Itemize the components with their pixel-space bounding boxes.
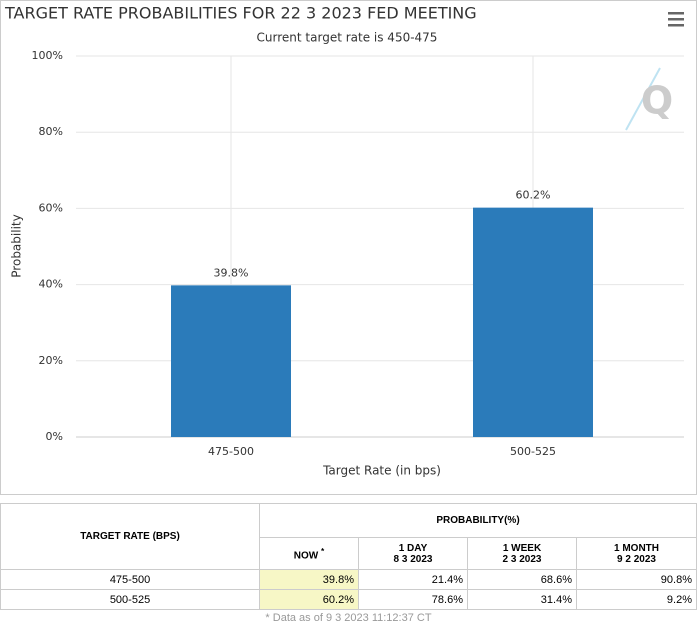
header-date: 9 2 2023 [617,553,656,565]
header-cell: TARGET RATE (BPS) [0,503,260,570]
chart-title: TARGET RATE PROBABILITIES FOR 22 3 2023 … [4,4,477,23]
cell: 475-500 [0,569,260,590]
header-cell: PROBABILITY(%) [259,503,697,538]
header-cell: 1 WEEK 2 3 2023 [467,537,577,570]
x-tick-label: 475-500 [208,445,254,458]
logo: Q [625,67,673,131]
header-note: * [320,545,325,556]
y-tick-label: 0% [46,430,63,443]
header-cell: NOW * [259,537,359,570]
header-cell: 1 MONTH 9 2 2023 [576,537,697,570]
header-text: 1 MONTH [614,542,659,554]
y-tick-label: 100% [32,49,63,62]
bar [473,207,593,437]
cell: 500-525 [0,589,260,610]
y-tick-label: 20% [39,354,63,367]
bar [171,285,291,437]
header-text: 1 DAY [398,542,428,554]
cell: 9.2% [576,589,697,610]
value-label: 39.8% [214,266,249,279]
footnote: * Data as of 9 3 2023 11:12:37 CT [265,612,432,624]
y-axis-label: Probability [10,214,24,277]
x-axis-label: Target Rate (in bps) [322,464,441,478]
probability-table: TARGET RATE (BPS) PROBABILITY(%) NOW * 1… [0,503,697,610]
y-tick-label: 80% [39,125,63,138]
header-date: 8 3 2023 [393,553,433,565]
cell: 68.6% [467,569,577,590]
header-text: NOW [293,550,319,562]
cell: 21.4% [358,569,468,590]
chart: TARGET RATE PROBABILITIES FOR 22 3 2023 … [0,0,697,495]
cell: 39.8% [259,569,359,590]
x-tick-label: 500-525 [510,445,556,458]
value-label: 60.2% [516,189,551,202]
y-tick-label: 40% [39,278,63,291]
cell: 60.2% [259,589,359,610]
y-tick-label: 60% [39,201,63,214]
chart-subtitle: Current target rate is 450-475 [257,31,438,45]
cell: 90.8% [576,569,697,590]
cell: 31.4% [467,589,577,610]
header-cell: 1 DAY 8 3 2023 [358,537,468,570]
header-text: 1 WEEK [502,542,542,554]
header-date: 2 3 2023 [502,553,542,565]
cell: 78.6% [358,589,468,610]
menu-button[interactable] [668,12,684,27]
svg-text:Q: Q [641,79,673,123]
